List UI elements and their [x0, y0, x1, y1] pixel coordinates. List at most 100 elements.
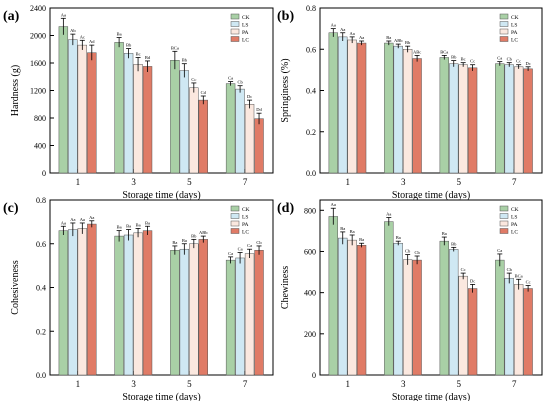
bar-ls [449, 63, 459, 174]
bar-ls [338, 36, 348, 174]
y-tick-label: 0 [312, 371, 316, 380]
y-axis-label: Springiness (%) [280, 58, 291, 122]
significance-label: Dd [256, 107, 262, 112]
plot-frame [319, 199, 543, 376]
y-tick-label: 0.0 [306, 169, 316, 178]
x-tick-label: 7 [243, 177, 248, 187]
significance-label: Dc [470, 278, 475, 283]
bar-lc [523, 288, 533, 376]
significance-label: Aa [340, 27, 345, 32]
significance-label: Ca [247, 243, 252, 248]
legend-label: LC [242, 38, 249, 44]
bar-lc [87, 223, 97, 376]
bar-ck [495, 259, 505, 376]
bar-pa [347, 39, 357, 174]
legend-swatch [230, 21, 240, 27]
bar-ls [393, 45, 403, 174]
panel-label: (c) [3, 201, 19, 216]
significance-label: BCa [515, 273, 523, 278]
significance-label: Ca [497, 56, 502, 61]
y-tick-label: 200 [304, 330, 316, 339]
legend-label: CK [242, 15, 250, 21]
bar-pa [189, 87, 199, 174]
legend-label: LS [511, 23, 517, 29]
y-axis-label: Hardness (g) [10, 65, 21, 116]
chart-panel: (c) 0.0 0.2 0.4 0.6 0.8 1 Aa Aa Aa Aa 3 Ba Ba Ba Ba 5 Ba B… [3, 196, 274, 401]
legend-swatch [499, 228, 509, 234]
significance-label: Ca [497, 248, 502, 253]
significance-label: Aa [331, 23, 336, 28]
bar-ck [439, 240, 449, 376]
significance-label: Cc [470, 59, 475, 64]
x-tick-label: 1 [346, 177, 351, 187]
bar-ck [114, 235, 124, 376]
significance-label: Ba [182, 238, 187, 243]
significance-label: Bc [136, 52, 141, 57]
y-tick-label: 0.2 [306, 128, 316, 137]
significance-label: BCa [171, 45, 179, 50]
bar-pa [133, 64, 143, 174]
significance-label: Bb [451, 55, 457, 60]
significance-label: Bb [451, 241, 457, 246]
y-tick-label: 1200 [30, 87, 46, 96]
significance-label: Bb [126, 43, 132, 48]
legend-swatch [499, 205, 509, 212]
significance-label: Ba [396, 235, 401, 240]
y-tick-label: 0.6 [306, 45, 316, 54]
panel-label: (d) [277, 201, 294, 216]
bar-ls [338, 237, 348, 376]
legend-label: LS [242, 23, 248, 29]
x-tick-label: 7 [243, 379, 248, 389]
bar-pa [403, 49, 413, 174]
x-tick-label: 5 [187, 379, 192, 389]
significance-label: Dc [247, 94, 252, 99]
y-tick-label: 0.2 [36, 327, 46, 336]
significance-label: Cb [507, 57, 513, 62]
x-tick-label: 7 [512, 379, 517, 389]
x-tick-label: 5 [187, 177, 192, 187]
chart-panel: (a) 0 400 800 1200 1600 2000 2400 1 Aa Ab Ac Ad 3 Ba Bb… [3, 4, 274, 201]
significance-label: Aa [359, 35, 364, 40]
significance-label: Bb [182, 58, 188, 63]
significance-label: Aa [386, 212, 391, 217]
significance-label: ABb [199, 230, 208, 235]
bar-pa [244, 253, 255, 376]
legend-swatch [230, 228, 240, 234]
significance-label: Aa [331, 202, 336, 207]
bar-lc [198, 99, 208, 174]
significance-label: Ca [228, 76, 233, 81]
y-tick-label: 2400 [30, 4, 46, 13]
significance-label: Bb [191, 233, 197, 238]
legend-label: CK [242, 207, 250, 213]
bar-ck [384, 42, 394, 174]
bar-ls [504, 64, 514, 174]
bar-lc [254, 250, 264, 376]
significance-label: ABb [394, 38, 403, 43]
x-tick-label: 5 [457, 379, 462, 389]
bar-ck [225, 83, 236, 174]
bar-ls [123, 53, 134, 174]
y-tick-label: 0.0 [36, 371, 46, 380]
significance-label: Dc [525, 61, 530, 66]
bar-ls [68, 229, 78, 376]
legend-swatch [499, 213, 509, 219]
legend-label: LC [511, 38, 518, 44]
panel-label: (b) [277, 9, 294, 24]
legend-swatch [230, 220, 240, 227]
significance-label: Cc [191, 77, 196, 82]
bar-ls [393, 242, 403, 376]
legend-label: LS [511, 215, 517, 221]
legend-label: PA [242, 222, 249, 228]
significance-label: Aa [89, 215, 94, 220]
legend-label: LC [242, 230, 249, 236]
significance-label: Cb [414, 250, 420, 255]
y-tick-label: 800 [34, 114, 46, 123]
bar-lc [142, 66, 153, 174]
bar-pa [458, 275, 468, 376]
significance-label: Cb [256, 240, 262, 245]
